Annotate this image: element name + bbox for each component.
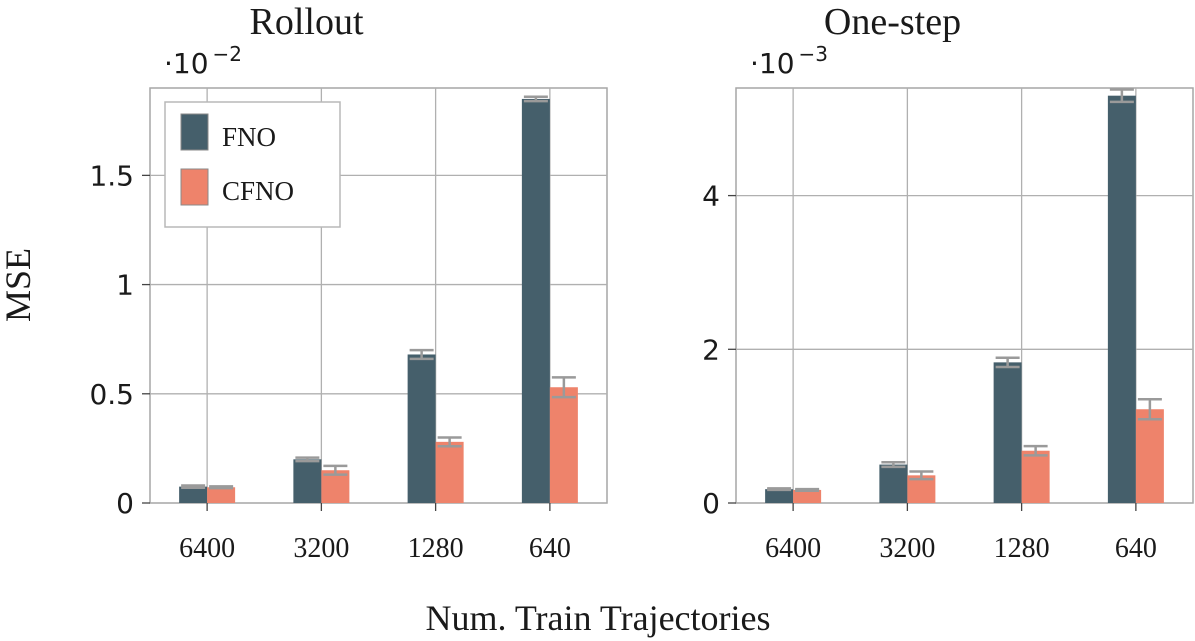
y-tick-label: 1 <box>116 269 134 302</box>
y-axis-label: MSE <box>0 248 38 322</box>
error-bar-fno <box>881 461 906 469</box>
error-bar-cfno <box>209 485 234 490</box>
scale-exponent: −3 <box>799 42 828 66</box>
error-bar-cfno <box>437 436 462 448</box>
error-bar-fno <box>767 487 792 492</box>
panel-frame <box>735 87 1194 504</box>
panel-frame <box>149 87 608 504</box>
y-tick-label: 2 <box>702 333 720 366</box>
y-tick-label: 4 <box>702 180 720 213</box>
error-bar-cfno <box>1137 398 1162 421</box>
bar-cfno <box>435 441 464 503</box>
bar-fno <box>993 362 1022 503</box>
bar-fno <box>407 354 436 503</box>
error-bar-cfno <box>1023 444 1048 457</box>
legend-swatch-cfno <box>180 168 209 206</box>
scale-exponent: −2 <box>213 42 242 66</box>
legend-label-cfno: CFNO <box>222 176 294 206</box>
bar-fno <box>1107 95 1136 504</box>
error-bar-fno <box>409 348 434 361</box>
error-bar-cfno <box>551 376 576 399</box>
error-bar-fno <box>295 456 320 463</box>
panel-title: Rollout <box>249 1 363 43</box>
bar-cfno <box>549 387 578 503</box>
panel-title: One-step <box>824 1 961 43</box>
scale-multiplier: ·10 −2 <box>164 42 242 80</box>
y-tick-label: 0.5 <box>89 378 134 411</box>
x-tick-label: 3200 <box>293 533 349 564</box>
x-tick-label: 640 <box>529 533 571 564</box>
x-tick-label: 6400 <box>765 533 821 564</box>
x-tick-label: 1280 <box>408 533 464 564</box>
scale-base: ·10 <box>164 47 209 80</box>
bar-fno <box>293 459 322 503</box>
error-bar-fno <box>181 484 206 489</box>
bar-cfno <box>207 487 236 503</box>
bar-cfno <box>793 489 822 503</box>
error-bar-cfno <box>323 464 348 476</box>
scale-multiplier: ·10 −3 <box>750 42 828 80</box>
legend-label-fno: FNO <box>222 122 276 152</box>
error-bar-fno <box>995 356 1020 369</box>
legend: FNO CFNO <box>164 101 341 228</box>
bar-cfno <box>1135 409 1164 503</box>
bar-fno <box>879 464 908 503</box>
x-tick-label: 6400 <box>179 533 235 564</box>
error-bar-cfno <box>909 470 934 481</box>
y-tick-label: 1.5 <box>89 159 134 192</box>
x-tick-label: 3200 <box>879 533 935 564</box>
error-bar-fno <box>523 95 548 103</box>
legend-swatch-fno <box>180 113 209 151</box>
bar-fno <box>765 489 794 503</box>
x-tick-label: 1280 <box>994 533 1050 564</box>
bar-fno <box>179 486 208 503</box>
x-tick-label: 640 <box>1115 533 1157 564</box>
x-axis-label: Num. Train Trajectories <box>425 598 770 638</box>
y-tick-label: 0 <box>702 487 720 520</box>
y-tick-label: 0 <box>116 487 134 520</box>
scale-base: ·10 <box>750 47 795 80</box>
error-bar-fno <box>1109 88 1134 104</box>
error-bar-cfno <box>795 487 820 492</box>
bar-fno <box>521 98 550 503</box>
bar-cfno <box>1021 450 1050 503</box>
